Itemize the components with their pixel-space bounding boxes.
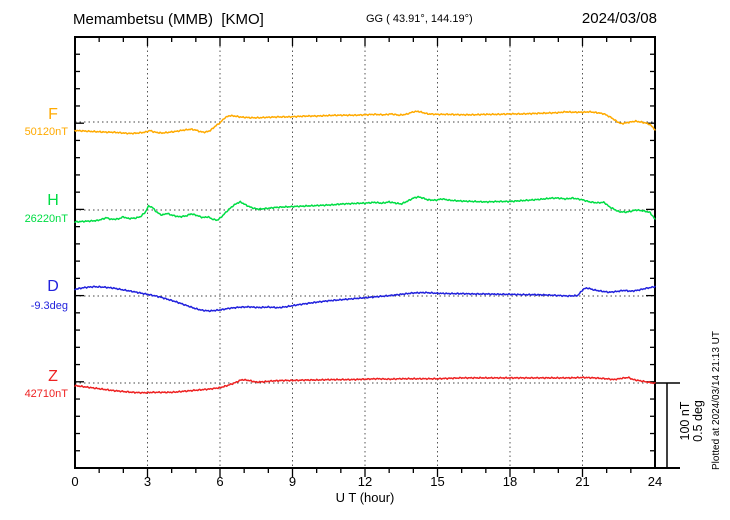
series-baseline-h: 26220nT: [24, 213, 68, 225]
plotted-timestamp: Plotted at 2024/03/14 21:13 UT: [711, 331, 722, 470]
series-label-f: F: [48, 106, 58, 123]
station-title: Memambetsu (MMB) [KMO]: [73, 11, 264, 28]
x-tick-label: 15: [430, 474, 445, 489]
plot-frame: [74, 36, 656, 469]
series-label-d: D: [47, 278, 59, 295]
z-trace: [74, 376, 656, 395]
geographic-coordinates: GG ( 43.91°, 144.19°): [366, 13, 473, 25]
series-baseline-z: 42710nT: [24, 388, 68, 400]
x-tick-label: 21: [575, 474, 590, 489]
x-axis-label: U T (hour): [335, 490, 395, 505]
scale-nt-label: 100 nT: [678, 401, 692, 441]
d-trace: [74, 285, 656, 313]
x-tick-label: 12: [357, 474, 373, 489]
x-tick-label: 9: [288, 474, 297, 489]
f-trace: [74, 110, 656, 135]
h-trace: [74, 195, 656, 223]
series-label-h: H: [47, 192, 59, 209]
series-label-z: Z: [48, 368, 58, 385]
x-tick-label: 18: [502, 474, 518, 489]
x-tick-label: 24: [647, 474, 663, 489]
x-tick-label: 0: [71, 474, 79, 489]
scale-deg-label: 0.5 deg: [691, 400, 705, 442]
x-tick-label: 3: [143, 474, 152, 489]
plot-date: 2024/03/08: [581, 10, 657, 27]
x-tick-label: 6: [216, 474, 224, 489]
series-baseline-d: -9.3deg: [30, 300, 68, 312]
series-baseline-f: 50120nT: [24, 126, 68, 138]
amplitude-scale-label: 100 nT 0.5 deg: [678, 400, 705, 442]
